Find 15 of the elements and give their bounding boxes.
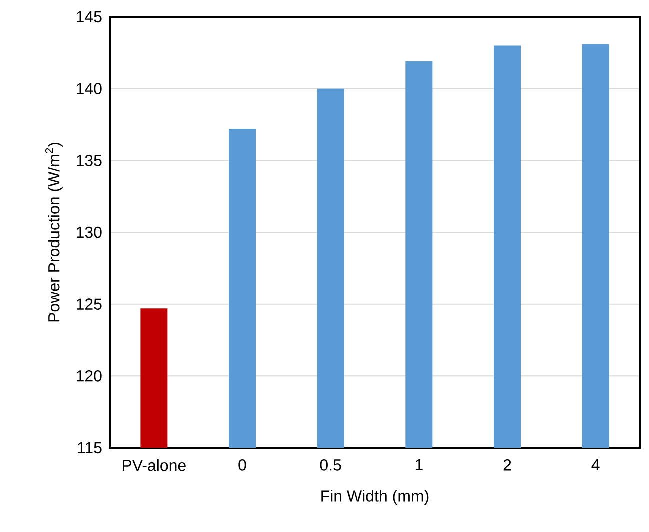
y-tick-label: 135 — [77, 155, 102, 166]
x-axis-title: Fin Width (mm) — [322, 490, 429, 506]
x-tick-label: 4 — [592, 460, 600, 471]
x-tick-label: 1 — [416, 460, 423, 471]
y-tick-label: 140 — [77, 83, 102, 94]
y-axis-title: Power Production (W/m$^{2}$) — [46, 142, 63, 322]
x-tick-label: PV-alone — [123, 460, 186, 472]
x-tick-label: 0.5 — [320, 460, 342, 471]
y-tick-label: 145 — [77, 11, 102, 23]
y-tick-label: 130 — [77, 226, 102, 238]
x-tick-label: 2 — [504, 460, 512, 471]
y-tick-label: 125 — [77, 298, 102, 310]
y-tick-label: 115 — [78, 442, 102, 454]
x-tick-label: 0 — [238, 460, 246, 471]
y-tick-label: 120 — [77, 370, 102, 382]
